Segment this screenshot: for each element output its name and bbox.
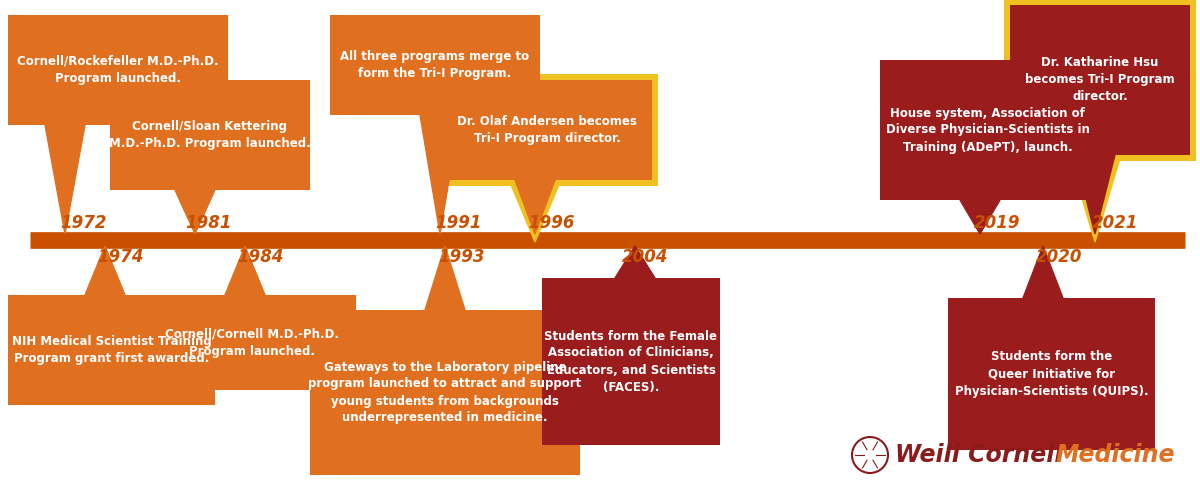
- Text: 2020: 2020: [1036, 248, 1082, 266]
- Polygon shape: [509, 180, 562, 242]
- Polygon shape: [425, 246, 466, 310]
- Text: Cornell/Rockefeller M.D.-Ph.D.
Program launched.: Cornell/Rockefeller M.D.-Ph.D. Program l…: [17, 55, 218, 85]
- Bar: [436, 74, 658, 186]
- Text: 1984: 1984: [238, 248, 283, 266]
- Text: Weill Cornell: Weill Cornell: [895, 443, 1062, 467]
- Polygon shape: [175, 190, 215, 234]
- Bar: [1010, 5, 1190, 155]
- Bar: [330, 15, 540, 115]
- Bar: [542, 278, 720, 445]
- Bar: [310, 310, 580, 475]
- Text: 2021: 2021: [1092, 214, 1139, 232]
- Text: 1996: 1996: [528, 214, 575, 232]
- Polygon shape: [1022, 246, 1063, 298]
- Text: Students form the
Queer Initiative for
Physician-Scientists (QUIPS).: Students form the Queer Initiative for P…: [955, 350, 1148, 398]
- Text: 1991: 1991: [436, 214, 481, 232]
- Text: Gateways to the Laboratory pipeline
program launched to attract and support
youn: Gateways to the Laboratory pipeline prog…: [308, 360, 582, 424]
- Text: 1972: 1972: [60, 214, 107, 232]
- Text: 2004: 2004: [622, 248, 668, 266]
- Polygon shape: [420, 115, 460, 234]
- Polygon shape: [46, 125, 85, 234]
- Text: 1981: 1981: [185, 214, 232, 232]
- Bar: [442, 80, 652, 180]
- Text: House system, Association of
Diverse Physician-Scientists in
Training (ADePT), l: House system, Association of Diverse Phy…: [886, 106, 1090, 154]
- Text: 1993: 1993: [438, 248, 485, 266]
- Bar: [1004, 0, 1196, 161]
- Polygon shape: [960, 200, 1000, 234]
- Polygon shape: [1069, 155, 1121, 242]
- Bar: [110, 80, 310, 190]
- Bar: [880, 60, 1096, 200]
- Text: Dr. Katharine Hsu
becomes Tri-I Program
director.: Dr. Katharine Hsu becomes Tri-I Program …: [1025, 56, 1175, 104]
- Polygon shape: [1075, 155, 1115, 234]
- Text: Medicine: Medicine: [1055, 443, 1175, 467]
- Text: NIH Medical Scientist Training
Program grant first awarded.: NIH Medical Scientist Training Program g…: [12, 335, 211, 365]
- Bar: [948, 298, 1154, 450]
- Text: Students form the Female
Association of Clinicians,
Educators, and Scientists
(F: Students form the Female Association of …: [545, 330, 718, 394]
- Text: 2019: 2019: [974, 214, 1020, 232]
- Bar: [8, 295, 215, 405]
- Text: All three programs merge to
form the Tri-I Program.: All three programs merge to form the Tri…: [341, 50, 529, 80]
- Text: Cornell/Sloan Kettering
M.D.-Ph.D. Program launched.: Cornell/Sloan Kettering M.D.-Ph.D. Progr…: [109, 120, 311, 150]
- Text: Cornell/Cornell M.D.-Ph.D.
Program launched.: Cornell/Cornell M.D.-Ph.D. Program launc…: [166, 328, 340, 358]
- Polygon shape: [515, 180, 554, 234]
- Bar: [148, 295, 356, 390]
- Text: Dr. Olaf Andersen becomes
Tri-I Program director.: Dr. Olaf Andersen becomes Tri-I Program …: [457, 115, 637, 145]
- Text: 1974: 1974: [97, 248, 144, 266]
- Polygon shape: [85, 246, 125, 295]
- Polygon shape: [616, 246, 655, 278]
- Polygon shape: [226, 246, 265, 295]
- Bar: [8, 15, 228, 125]
